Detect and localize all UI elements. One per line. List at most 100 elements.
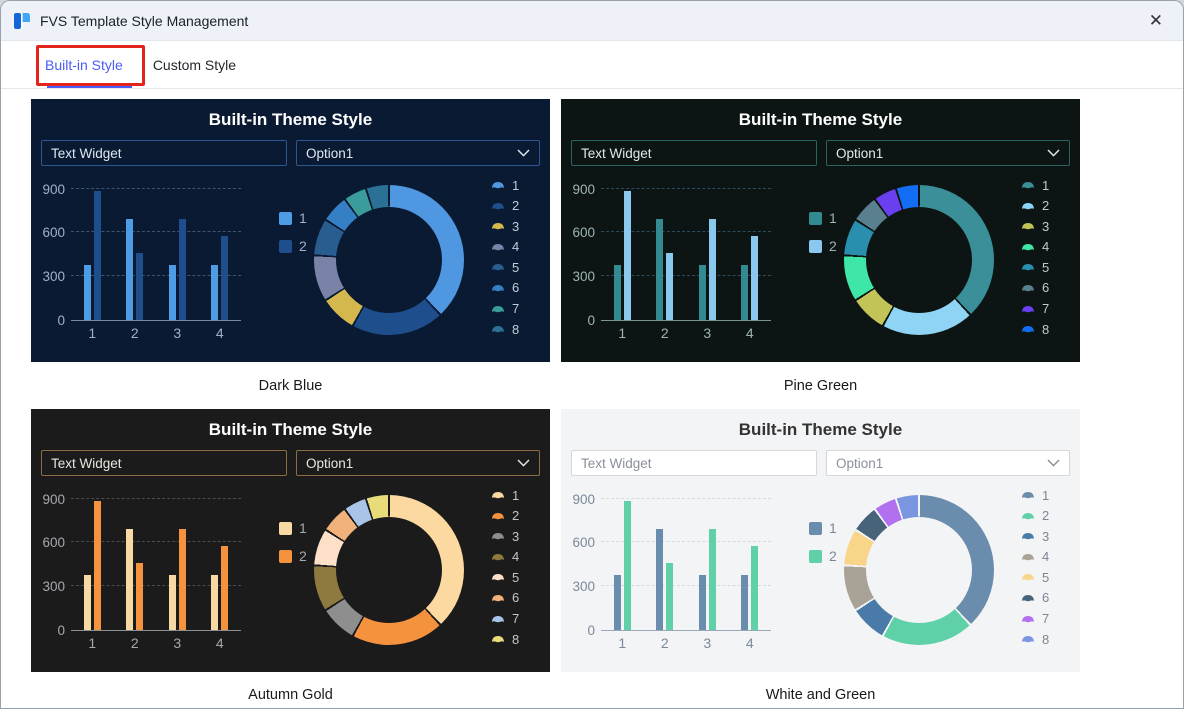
donut-legend-item[interactable]: 2 [1021, 198, 1049, 213]
legend-swatch [809, 211, 822, 225]
bar-legend-item[interactable]: 1 [279, 520, 307, 536]
donut-legend-item[interactable]: 8 [491, 322, 519, 337]
donut-legend-item[interactable]: 7 [1021, 301, 1049, 316]
donut-legend-item[interactable]: 1 [1021, 178, 1049, 193]
donut-legend-item[interactable]: 8 [491, 632, 519, 647]
donut-legend-item[interactable]: 5 [1021, 260, 1049, 275]
option-dropdown[interactable]: Option1 [826, 140, 1070, 166]
bar [613, 265, 621, 320]
widget-row: Text Widget Option1 [561, 140, 1080, 166]
theme-preview-card[interactable]: Built-in Theme Style Text Widget Option1… [561, 409, 1080, 672]
close-icon[interactable]: ✕ [1148, 11, 1163, 30]
legend-label: 4 [1042, 549, 1050, 565]
donut-legend-item[interactable]: 6 [1021, 590, 1049, 605]
text-widget-input[interactable]: Text Widget [41, 140, 287, 166]
bar [178, 529, 186, 630]
donut-legend-item[interactable]: 6 [491, 590, 519, 605]
donut-legend-item[interactable]: 5 [491, 570, 519, 585]
donut-legend-item[interactable]: 1 [491, 178, 519, 193]
x-axis-tick-label: 3 [703, 635, 712, 651]
bar-legend-item[interactable]: 2 [809, 238, 837, 254]
text-widget-input[interactable]: Text Widget [571, 140, 817, 166]
bar-legend-item[interactable]: 2 [809, 548, 837, 564]
donut-legend-item[interactable]: 4 [1021, 239, 1049, 254]
legend-swatch [809, 521, 822, 535]
bar [656, 219, 664, 320]
bar [136, 563, 144, 630]
legend-label: 1 [512, 487, 520, 503]
donut-legend-item[interactable]: 7 [491, 301, 519, 316]
pie-slice-icon [492, 574, 504, 581]
bar [168, 575, 176, 630]
donut-legend-item[interactable]: 2 [491, 198, 519, 213]
bar-legend-item[interactable]: 2 [279, 548, 307, 564]
legend-label: 6 [1042, 280, 1050, 296]
legend-label: 4 [512, 239, 520, 255]
bar [211, 575, 219, 630]
widget-row: Text Widget Option1 [31, 140, 550, 166]
tab-custom-style[interactable]: Custom Style [152, 56, 237, 73]
donut-legend-item[interactable]: 3 [491, 219, 519, 234]
option-dropdown[interactable]: Option1 [296, 450, 540, 476]
theme-preview-card[interactable]: Built-in Theme Style Text Widget Option1… [561, 99, 1080, 362]
card-title: Built-in Theme Style [738, 420, 903, 439]
pie-slice-icon [1022, 512, 1034, 519]
donut-legend-item[interactable]: 1 [491, 487, 520, 503]
dropdown-selected-value: Option1 [836, 455, 884, 471]
text-widget-input[interactable]: Text Widget [571, 450, 817, 476]
text-widget-input[interactable]: Text Widget [41, 450, 287, 476]
pie-slice-icon [1022, 492, 1034, 499]
legend-label: 1 [299, 210, 307, 226]
bar [613, 575, 621, 630]
donut-legend-item[interactable]: 5 [491, 260, 519, 275]
legend-label: 4 [512, 549, 520, 565]
donut-legend-item[interactable]: 2 [1021, 508, 1049, 523]
bar [698, 575, 706, 630]
y-axis-tick-label: 600 [572, 535, 595, 551]
tab-built-in-style[interactable]: Built-in Style [45, 56, 123, 73]
donut-legend-item[interactable]: 8 [1021, 322, 1049, 337]
donut-legend-item[interactable]: 6 [491, 280, 519, 295]
donut-legend-item[interactable]: 2 [491, 508, 520, 524]
bar [211, 265, 219, 320]
bar-legend-item[interactable]: 1 [279, 210, 307, 226]
donut-legend-item[interactable]: 8 [1021, 632, 1049, 647]
x-axis-tick-label: 4 [215, 325, 224, 341]
donut-legend-item[interactable]: 4 [491, 239, 520, 255]
theme-preview-card[interactable]: Built-in Theme Style Text Widget Option1… [31, 409, 550, 672]
x-axis-tick-label: 1 [88, 635, 97, 651]
pie-slice-icon [1022, 284, 1034, 292]
donut-legend-item[interactable]: 4 [1021, 549, 1050, 565]
legend-label: 2 [512, 508, 520, 524]
donut-legend-item[interactable]: 3 [491, 529, 519, 544]
bar-legend-item[interactable]: 1 [809, 210, 837, 226]
donut-legend-item[interactable]: 3 [1021, 219, 1049, 234]
option-dropdown[interactable]: Option1 [826, 450, 1070, 476]
bar [126, 219, 134, 320]
donut-legend-item[interactable]: 3 [1021, 528, 1050, 544]
donut-legend-item[interactable]: 4 [491, 549, 520, 565]
legend-label: 3 [1042, 528, 1050, 544]
gridline [601, 231, 771, 233]
bar-legend-item[interactable]: 2 [279, 238, 307, 254]
bar-legend-item[interactable]: 1 [809, 520, 837, 536]
y-axis-tick-label: 300 [572, 579, 595, 595]
donut-legend-item[interactable]: 7 [1021, 611, 1049, 626]
legend-label: 2 [829, 238, 837, 254]
bar-chart: 0 300 600 900 1 2 3 4 [42, 492, 241, 651]
donut-legend-item[interactable]: 7 [491, 611, 519, 626]
donut-hole [866, 207, 972, 313]
option-dropdown[interactable]: Option1 [296, 140, 540, 166]
legend-label: 2 [299, 238, 307, 254]
donut-legend-item[interactable]: 1 [1021, 488, 1049, 503]
theme-preview-card[interactable]: Built-in Theme Style Text Widget Option1… [31, 99, 550, 362]
donut-legend-item[interactable]: 6 [1021, 280, 1050, 296]
pie-slice-icon [1022, 553, 1034, 560]
bar [93, 191, 101, 320]
legend-label: 2 [299, 548, 307, 564]
x-axis-tick-label: 2 [660, 635, 669, 651]
y-axis-tick-label: 300 [42, 269, 65, 285]
donut-legend-item[interactable]: 5 [1021, 570, 1049, 585]
